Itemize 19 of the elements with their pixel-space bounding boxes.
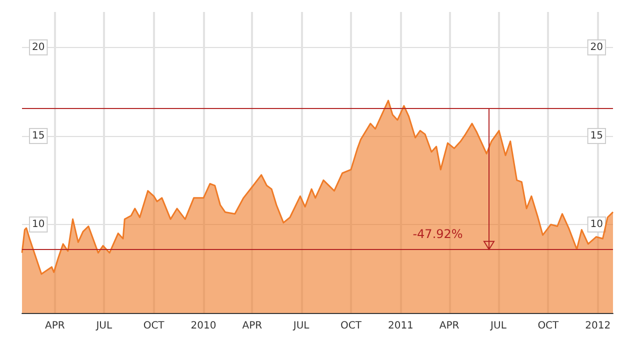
x-tick-label: APR — [242, 320, 262, 332]
x-tick-label: JUL — [490, 320, 507, 332]
annotation: -47.92% — [412, 227, 463, 242]
x-tick-label: 2012 — [585, 320, 611, 332]
y-tick-label: 10 — [32, 218, 45, 230]
x-tick-label: 2010 — [190, 320, 216, 332]
x-tick-label: OCT — [143, 320, 166, 332]
x-tick-label: APR — [439, 320, 460, 332]
x-tick-label: OCT — [340, 320, 362, 332]
y-tick-label: 20 — [32, 42, 45, 53]
x-tick-label: JUL — [292, 320, 310, 332]
y2-tick-label: 20 — [590, 42, 603, 53]
x-tick-label: 2011 — [388, 320, 414, 332]
x-tick-label: APR — [45, 320, 65, 332]
y2-tick-label: 10 — [590, 218, 603, 230]
y-tick-label: 15 — [32, 130, 45, 142]
x-tick-label: OCT — [538, 320, 560, 332]
y2-tick-label: 15 — [590, 130, 603, 142]
x-tick-label: JUL — [95, 320, 112, 332]
